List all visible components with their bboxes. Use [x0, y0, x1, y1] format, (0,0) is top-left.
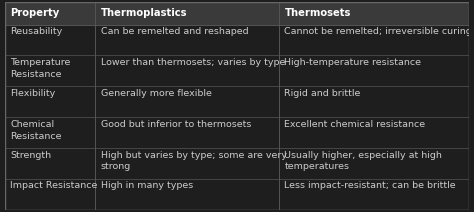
Text: Good but inferior to thermosets: Good but inferior to thermosets: [101, 120, 251, 129]
Text: High in many types: High in many types: [101, 181, 193, 191]
Bar: [5, 117, 469, 148]
Text: Property: Property: [10, 8, 60, 18]
Text: Thermoplastics: Thermoplastics: [101, 8, 187, 18]
Bar: [5, 86, 469, 117]
Text: Generally more flexible: Generally more flexible: [101, 89, 212, 98]
Bar: [5, 148, 469, 179]
Text: High-temperature resistance: High-temperature resistance: [284, 58, 421, 67]
Text: High but varies by type; some are very
strong: High but varies by type; some are very s…: [101, 151, 287, 171]
Text: Impact Resistance: Impact Resistance: [10, 181, 98, 191]
Text: Reusability: Reusability: [10, 27, 63, 36]
Text: Flexibility: Flexibility: [10, 89, 55, 98]
Text: Less impact-resistant; can be brittle: Less impact-resistant; can be brittle: [284, 181, 456, 191]
Text: Thermosets: Thermosets: [284, 8, 351, 18]
Text: Temperature
Resistance: Temperature Resistance: [10, 58, 71, 79]
Text: Rigid and brittle: Rigid and brittle: [284, 89, 361, 98]
Text: Chemical
Resistance: Chemical Resistance: [10, 120, 62, 141]
Text: Strength: Strength: [10, 151, 52, 160]
Bar: [5, 56, 469, 86]
Bar: [5, 2, 469, 25]
Text: Usually higher, especially at high
temperatures: Usually higher, especially at high tempe…: [284, 151, 442, 171]
Text: Cannot be remelted; irreversible curing: Cannot be remelted; irreversible curing: [284, 27, 472, 36]
Text: Lower than thermosets; varies by type: Lower than thermosets; varies by type: [101, 58, 285, 67]
Bar: [5, 25, 469, 56]
Bar: [5, 179, 469, 210]
Text: Can be remelted and reshaped: Can be remelted and reshaped: [101, 27, 248, 36]
Text: Excellent chemical resistance: Excellent chemical resistance: [284, 120, 426, 129]
